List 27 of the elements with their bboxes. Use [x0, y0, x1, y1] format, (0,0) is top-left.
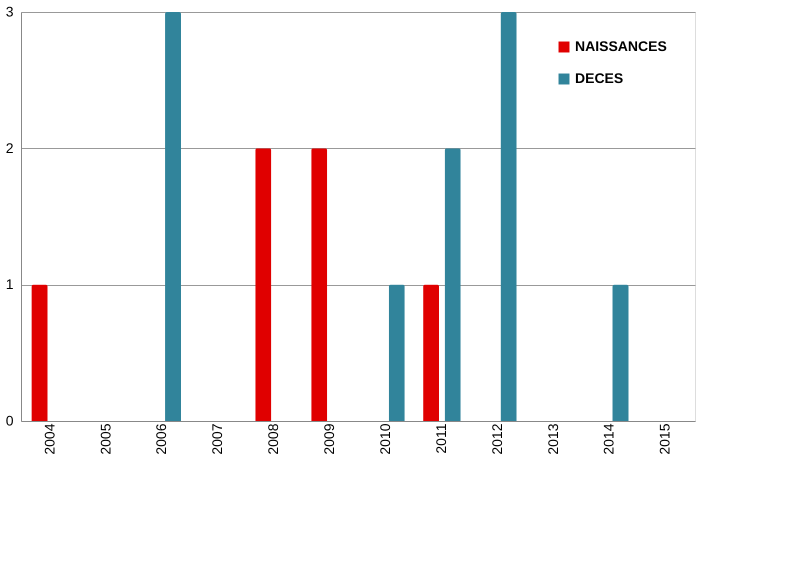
x-tick-label: 2012	[488, 423, 505, 455]
x-tick-label: 2011	[432, 423, 449, 454]
x-tick-label: 2006	[153, 423, 170, 455]
bar	[388, 284, 405, 421]
bar	[500, 12, 517, 421]
x-tick-label: 2014	[600, 423, 617, 455]
x-tick-label: 2008	[265, 423, 282, 455]
bar	[444, 148, 461, 421]
legend-label: NAISSANCES	[575, 38, 667, 54]
x-tick-label: 2013	[544, 423, 561, 455]
y-tick-label: 0	[6, 412, 14, 428]
y-tick-label: 1	[6, 276, 14, 292]
x-tick-label: 2015	[656, 423, 673, 455]
bar	[311, 148, 328, 421]
x-tick-label: 2009	[321, 423, 338, 455]
y-tick-label: 3	[6, 4, 14, 20]
x-tick-label: 2010	[376, 423, 393, 455]
bar	[423, 284, 440, 421]
bar	[165, 12, 182, 421]
y-tick-label: 2	[6, 140, 14, 156]
x-tick-label: 2005	[97, 423, 114, 455]
legend-label: DECES	[575, 70, 624, 86]
x-tick-label: 2004	[41, 423, 58, 455]
bar	[612, 284, 629, 421]
bar	[32, 284, 48, 421]
bar	[255, 148, 272, 421]
x-tick-label: 2007	[209, 423, 226, 455]
